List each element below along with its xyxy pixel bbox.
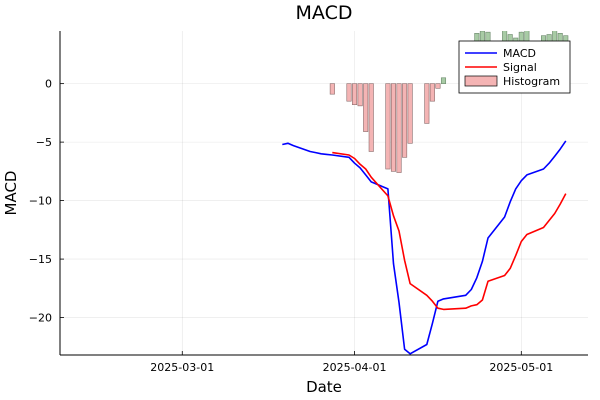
y-tick-label: −15 — [29, 253, 52, 266]
histogram-bar — [402, 83, 408, 158]
series-lines — [282, 140, 567, 355]
histogram-bar — [429, 83, 435, 102]
legend-label: Histogram — [503, 75, 560, 88]
legend-label: MACD — [503, 47, 536, 60]
histogram-bar — [440, 77, 447, 84]
x-tick-label: 2025-05-01 — [489, 361, 553, 374]
y-axis-title: MACD — [2, 171, 20, 216]
histogram-bar — [385, 83, 391, 170]
x-axis-title: Date — [306, 378, 342, 396]
histogram-bar — [357, 83, 363, 107]
histogram-bar — [352, 83, 358, 105]
legend-label: Signal — [503, 61, 537, 74]
histogram-bar — [390, 83, 396, 172]
axes: 2025-03-01 2025-04-01 2025-05-01 0 −5 −10 −15 −… — [29, 31, 588, 374]
histogram-bar — [346, 83, 352, 102]
histogram-bar — [363, 83, 369, 132]
histogram-bar — [329, 83, 335, 95]
histogram-bar — [424, 83, 430, 124]
macd-line — [282, 140, 567, 355]
signal-line — [332, 151, 567, 311]
histogram-bar — [435, 83, 441, 89]
x-tick-label: 2025-04-01 — [323, 361, 387, 374]
y-tick-label: −20 — [29, 312, 52, 325]
y-tick-label: 0 — [45, 78, 52, 91]
y-tick-label: −5 — [36, 136, 52, 149]
x-tick-label: 2025-03-01 — [150, 361, 214, 374]
chart-title: MACD — [296, 2, 353, 24]
histogram-bar — [396, 83, 402, 173]
histogram-bar — [368, 83, 374, 152]
y-tick-label: −10 — [29, 195, 52, 208]
legend-swatch — [464, 75, 498, 87]
histogram-bar — [407, 83, 413, 144]
